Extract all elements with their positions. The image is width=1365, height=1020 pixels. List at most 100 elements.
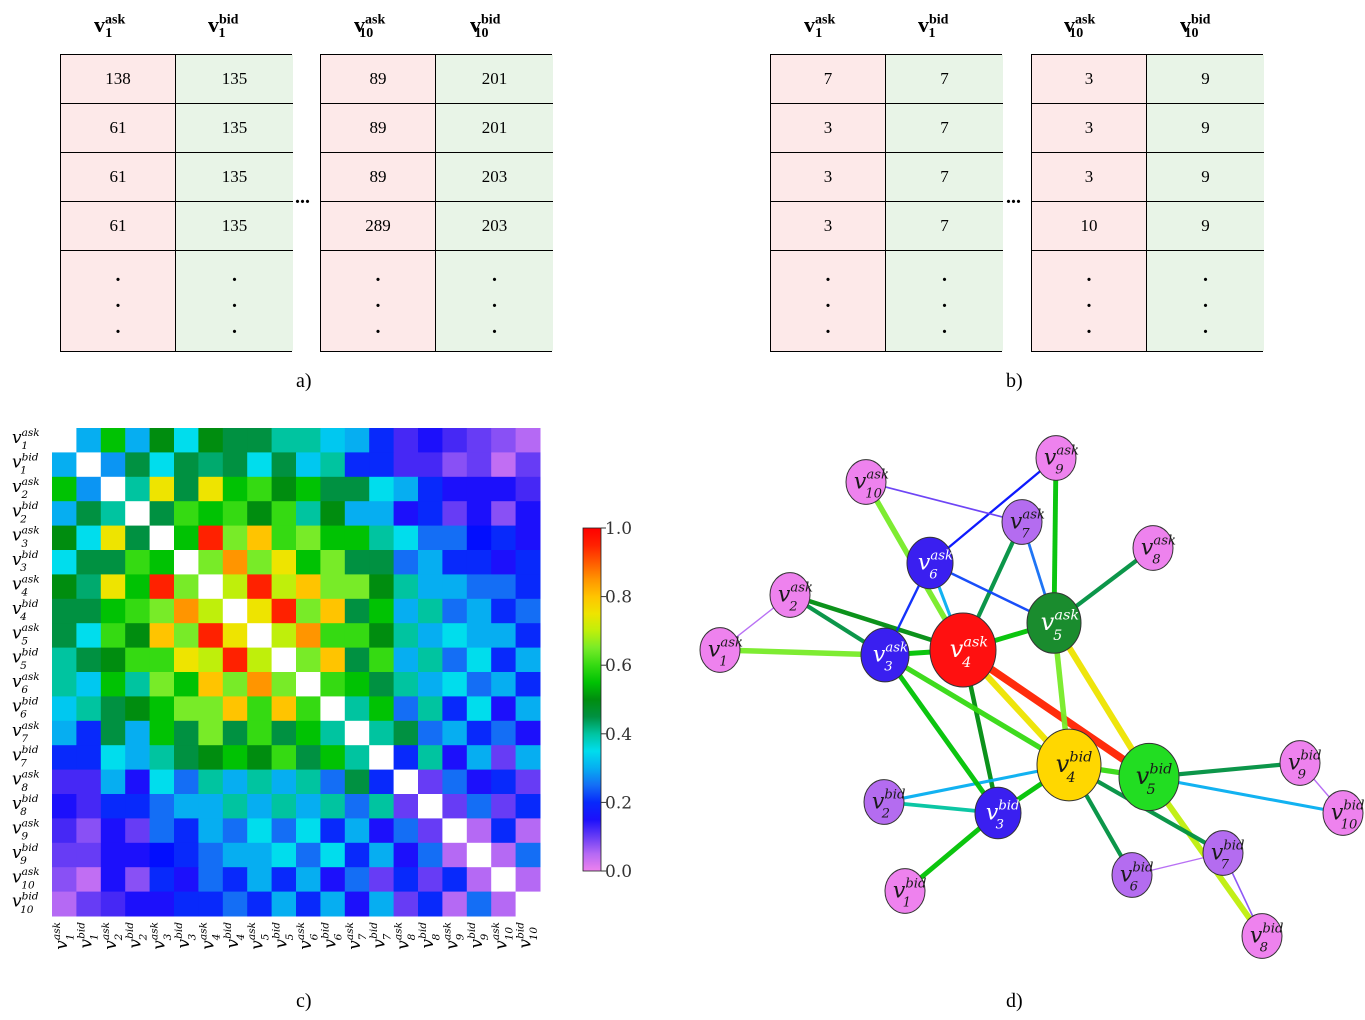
heatmap-cell [100, 794, 126, 819]
heatmap-cell [515, 794, 541, 819]
heatmap-cell [320, 574, 346, 600]
heatmap-cell [320, 525, 346, 551]
heatmap-cell [296, 794, 321, 819]
heatmap-cell [247, 598, 273, 624]
heatmap-cell [296, 672, 321, 697]
heatmap-cell [320, 452, 346, 478]
heatmap-cell [466, 720, 492, 746]
table-cell: 3 [1032, 104, 1147, 153]
heatmap-cell [198, 769, 224, 795]
heatmap-cell [344, 598, 370, 624]
heatmap-cell [271, 598, 297, 624]
heatmap-cell [100, 550, 126, 575]
table-cell: 61 [61, 202, 176, 251]
table-cell: 203 [436, 202, 553, 251]
heatmap-cell [100, 720, 126, 746]
heatmap-cell [198, 891, 224, 917]
heatmap-cell [174, 672, 199, 697]
heatmap-cell [418, 598, 443, 624]
heatmap-cell [442, 720, 468, 746]
heatmap-cell [149, 696, 175, 722]
axis-tick-label: vask6 [295, 922, 320, 950]
heatmap-cell [52, 428, 77, 453]
heatmap-cell [247, 794, 273, 819]
heatmap-cell [393, 525, 419, 551]
heatmap-cell [271, 745, 297, 771]
heatmap-cell [247, 550, 273, 575]
heatmap-cell [393, 647, 419, 673]
heatmap-cell [52, 647, 77, 673]
heatmap-cell [369, 501, 395, 527]
heatmap-cell [247, 672, 273, 697]
heatmap-cell [393, 794, 419, 819]
heatmap-cell [369, 647, 395, 673]
heatmap-cell [100, 452, 126, 478]
heatmap-cell [296, 842, 321, 868]
colorbar-tick-label: 0.6 [605, 656, 632, 676]
heatmap-cell [296, 598, 321, 624]
table-cell: 9 [1147, 55, 1264, 104]
table-cell: 89 [321, 153, 436, 202]
heatmap-cell [418, 842, 443, 868]
table-cell: 61 [61, 104, 176, 153]
heatmap-cell [491, 647, 517, 673]
heatmap-cell [466, 452, 492, 478]
heatmap-cell [491, 501, 517, 527]
heatmap-cell [149, 720, 175, 746]
table-cell: 3 [771, 202, 886, 251]
heatmap-cell [222, 525, 248, 551]
heatmap-cell [52, 867, 77, 893]
heatmap-cell [76, 818, 102, 844]
heatmap-cell [125, 574, 151, 600]
heatmap-cell [320, 891, 346, 917]
heatmap-cell [393, 842, 419, 868]
axis-tick-label: vbid2 [124, 922, 149, 949]
heatmap-cell [125, 525, 151, 551]
network-edge [929, 457, 1057, 564]
heatmap-cell [174, 476, 199, 502]
axis-tick-label: vask1 [51, 922, 76, 950]
heatmap-cell [125, 672, 151, 697]
heatmap-cell [393, 672, 419, 697]
heatmap-cell [296, 476, 321, 502]
heatmap-cell [344, 672, 370, 697]
heatmap-cell [52, 574, 77, 600]
heatmap-cell [442, 745, 468, 771]
heatmap-cell [222, 891, 248, 917]
network-edge [883, 652, 1071, 768]
network-node: vbid 3 [974, 786, 1022, 840]
heatmap-cell [76, 720, 102, 746]
heatmap-cell [344, 501, 370, 527]
heatmap-cell [52, 794, 77, 819]
heatmap-cell [100, 672, 126, 697]
heatmap-cell [466, 476, 492, 502]
heatmap-cell [247, 745, 273, 771]
heatmap-cell [466, 891, 492, 917]
heatmap-cell [515, 501, 541, 527]
heatmap-cell [418, 867, 443, 893]
continuation-dots: ... [771, 251, 886, 351]
heatmap-cell [247, 501, 273, 527]
heatmap-cell [149, 794, 175, 819]
heatmap-cell [100, 501, 126, 527]
table-cell: 135 [176, 55, 293, 104]
heatmap-cell [52, 525, 77, 551]
heatmap-cell [76, 501, 102, 527]
heatmap-cell [247, 842, 273, 868]
heatmap-cell [149, 745, 175, 771]
heatmap-cell [466, 696, 492, 722]
heatmap-cell [296, 867, 321, 893]
heatmap-cell [198, 428, 224, 453]
heatmap-cell [222, 623, 248, 649]
axis-tick-label: vask2 [100, 922, 125, 950]
heatmap-cell [100, 696, 126, 722]
heatmap-cell [222, 598, 248, 624]
heatmap-cell [174, 647, 199, 673]
heatmap-cell [344, 794, 370, 819]
heatmap-cell [466, 598, 492, 624]
